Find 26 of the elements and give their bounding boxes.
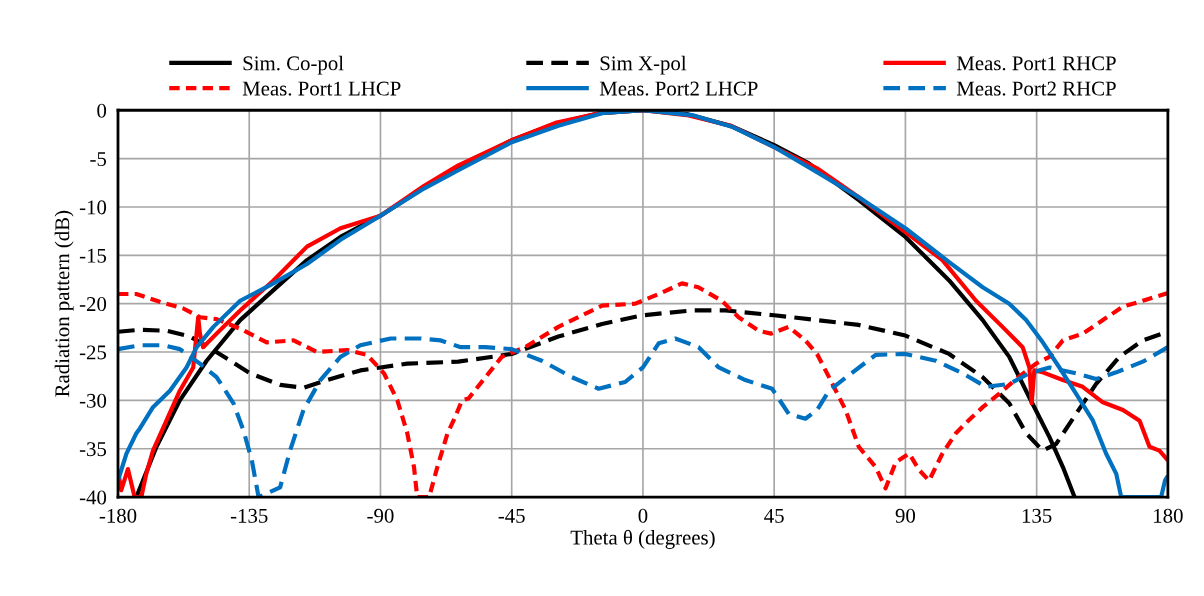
y-tick-label: -15	[79, 248, 107, 263]
y-tick-label: -35	[79, 442, 107, 457]
x-tick-label: -90	[367, 508, 394, 523]
legend-label: Sim X-pol	[600, 55, 687, 75]
x-tick-label: -135	[230, 508, 268, 523]
y-axis-title: Radiation pattern (dB)	[54, 210, 74, 397]
legend-label: Meas. Port2 LHCP	[599, 81, 758, 96]
y-tick-label: -40	[79, 490, 107, 505]
x-tick-label: 180	[1154, 508, 1183, 523]
x-tick-label: 135	[1022, 508, 1052, 523]
x-tick-label: -45	[498, 508, 525, 523]
y-tick-label: -20	[79, 297, 107, 312]
y-tick-label: 0	[97, 103, 107, 118]
x-tick-label: 0	[638, 508, 648, 523]
y-tick-label: -10	[79, 200, 107, 215]
x-axis-title: Theta θ (degrees)	[570, 529, 715, 549]
y-tick-label: -5	[90, 152, 107, 167]
legend-label: Sim. Co-pol	[243, 55, 344, 75]
legend-label: Meas. Port2 RHCP	[956, 81, 1116, 96]
legend-label: Meas. Port1 LHCP	[242, 81, 401, 96]
x-tick-label: 45	[764, 508, 784, 523]
y-tick-label: -25	[79, 345, 107, 360]
x-tick-label: 90	[895, 508, 916, 523]
legend-label: Meas. Port1 RHCP	[956, 56, 1116, 71]
y-tick-label: -30	[79, 393, 107, 408]
x-tick-label: -180	[99, 508, 137, 523]
